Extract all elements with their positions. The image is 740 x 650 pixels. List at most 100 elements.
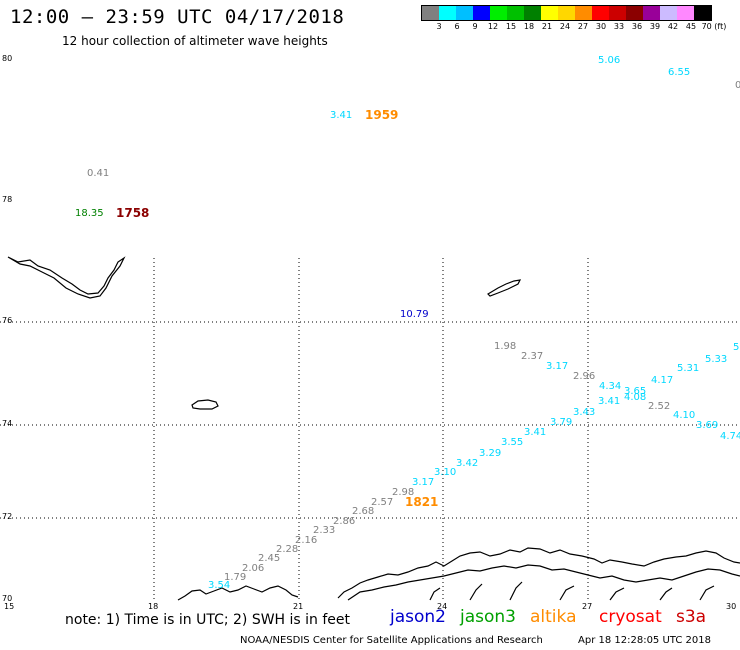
colorbar-swatch [592, 6, 609, 20]
lat-label-72: 72 [2, 512, 13, 521]
lon-label-15: 15 [4, 602, 15, 611]
colorbar-swatch [507, 6, 524, 20]
colorbar-swatch [490, 6, 507, 20]
lat-label-70: 70 [2, 594, 13, 603]
colorbar-swatch [575, 6, 592, 20]
colorbar-labels: 3 6 9 12 15 18 21 24 27 30 33 36 39 42 45 70 (ft) [421, 22, 740, 34]
swh-observation: 5.33 [705, 354, 728, 365]
norway-coast [177, 547, 740, 601]
coastlines [7, 256, 740, 601]
colorbar-swatch [626, 6, 643, 20]
swh-observation: 2.96 [573, 371, 596, 382]
colorbar-swatch [473, 6, 490, 20]
norway-fjords [429, 581, 715, 601]
lat-label-80: 80 [2, 54, 13, 63]
swh-observation: 3.17 [546, 361, 569, 372]
footnote: note: 1) Time is in UTC; 2) SWH is in fe… [65, 612, 351, 628]
colorbar-label: 24 [559, 22, 571, 31]
colorbar-swatch [558, 6, 575, 20]
colorbar-swatch [677, 6, 694, 20]
lon-label-21: 21 [293, 602, 304, 611]
swh-observation: 2.33 [313, 525, 336, 536]
map-title: 12:00 – 23:59 UTC 04/17/2018 [10, 6, 345, 28]
swh-observation: 2.57 [371, 497, 394, 508]
colorbar-label: 30 [595, 22, 607, 31]
legend-cryosat: cryosat [599, 607, 662, 627]
colorbar-swatch [660, 6, 677, 20]
wave-height-colorbar [421, 5, 712, 21]
lat-label-74: 74 [2, 419, 13, 428]
swh-observation: 10.79 [400, 309, 429, 320]
swh-observation: 3.41 [330, 110, 353, 121]
swh-observation: 1.98 [494, 341, 517, 352]
swh-observation: 3.42 [456, 458, 479, 469]
colorbar-swatch [609, 6, 626, 20]
colorbar-swatch [422, 6, 439, 20]
bear-island [191, 399, 219, 410]
pass-time-label: 1821 [405, 495, 439, 509]
swh-observation: 0.41 [87, 168, 110, 179]
swh-observation: 0 [735, 80, 740, 91]
kong-karl-island [487, 279, 522, 297]
legend-jason2: jason2 [390, 607, 446, 627]
swh-observation: 6.55 [668, 67, 691, 78]
swh-observation: 2.52 [648, 401, 671, 412]
swh-observation: 2.16 [295, 535, 318, 546]
colorbar-label: 70 (ft) [701, 22, 727, 31]
lat-label-78: 78 [2, 195, 13, 204]
colorbar-label: 27 [577, 22, 589, 31]
swh-observation: 3.41 [598, 396, 621, 407]
swh-observation: 3.79 [550, 417, 573, 428]
swh-observation: 2.98 [392, 487, 415, 498]
swh-observation: 2.68 [352, 506, 375, 517]
norway-coast-inner [347, 564, 740, 601]
swh-observation: 2.28 [276, 544, 299, 555]
colorbar-swatch [541, 6, 558, 20]
colorbar-label: 9 [472, 22, 478, 31]
swh-observation: 3.69 [696, 420, 719, 431]
swh-observation: 2.37 [521, 351, 544, 362]
lon-label-30: 30 [726, 602, 737, 611]
colorbar-label: 21 [541, 22, 553, 31]
legend-jason3: jason3 [460, 607, 516, 627]
swh-observation: 3.54 [208, 580, 231, 591]
legend-altika: altika [530, 607, 577, 627]
colorbar-label: 6 [454, 22, 460, 31]
swh-observation: 4.34 [599, 381, 622, 392]
colorbar-label: 15 [505, 22, 517, 31]
swh-observation: 4.08 [624, 392, 647, 403]
colorbar-label: 36 [631, 22, 643, 31]
swh-observation: 4.10 [673, 410, 696, 421]
swh-observation: 18.35 [75, 208, 104, 219]
swh-observation: 3.10 [434, 467, 457, 478]
colorbar-label: 42 [667, 22, 679, 31]
lon-label-27: 27 [582, 602, 593, 611]
swh-observation: 3.55 [501, 437, 524, 448]
legend-s3a: s3a [676, 607, 707, 627]
colorbar-label: 3 [436, 22, 442, 31]
colorbar-swatch [456, 6, 473, 20]
pass-time-label: 1959 [365, 108, 399, 122]
swh-observation: 3.29 [479, 448, 502, 459]
colorbar-swatch [439, 6, 456, 20]
lon-label-24: 24 [437, 602, 448, 611]
generated-timestamp: Apr 18 12:28:05 UTC 2018 [578, 635, 711, 646]
swh-observation: 3.43 [573, 407, 596, 418]
pass-time-label: 1758 [116, 206, 150, 220]
swh-observation: 2.45 [258, 553, 281, 564]
colorbar-swatch [524, 6, 541, 20]
colorbar-label: 18 [523, 22, 535, 31]
graticule [0, 258, 740, 600]
colorbar-swatch [694, 6, 711, 20]
lat-label-76: 76 [2, 316, 13, 325]
swh-observation: 4.74 [720, 431, 740, 442]
svalbard-coast [7, 256, 126, 299]
swh-observation: 5.31 [677, 363, 700, 374]
swh-observation: 4.17 [651, 375, 674, 386]
swh-observation: 2.86 [333, 516, 356, 527]
swh-observation: 3.17 [412, 477, 435, 488]
swh-observation: 5.06 [598, 55, 621, 66]
swh-observation: 3.65 [624, 386, 647, 397]
credit-line: NOAA/NESDIS Center for Satellite Applica… [240, 635, 543, 646]
